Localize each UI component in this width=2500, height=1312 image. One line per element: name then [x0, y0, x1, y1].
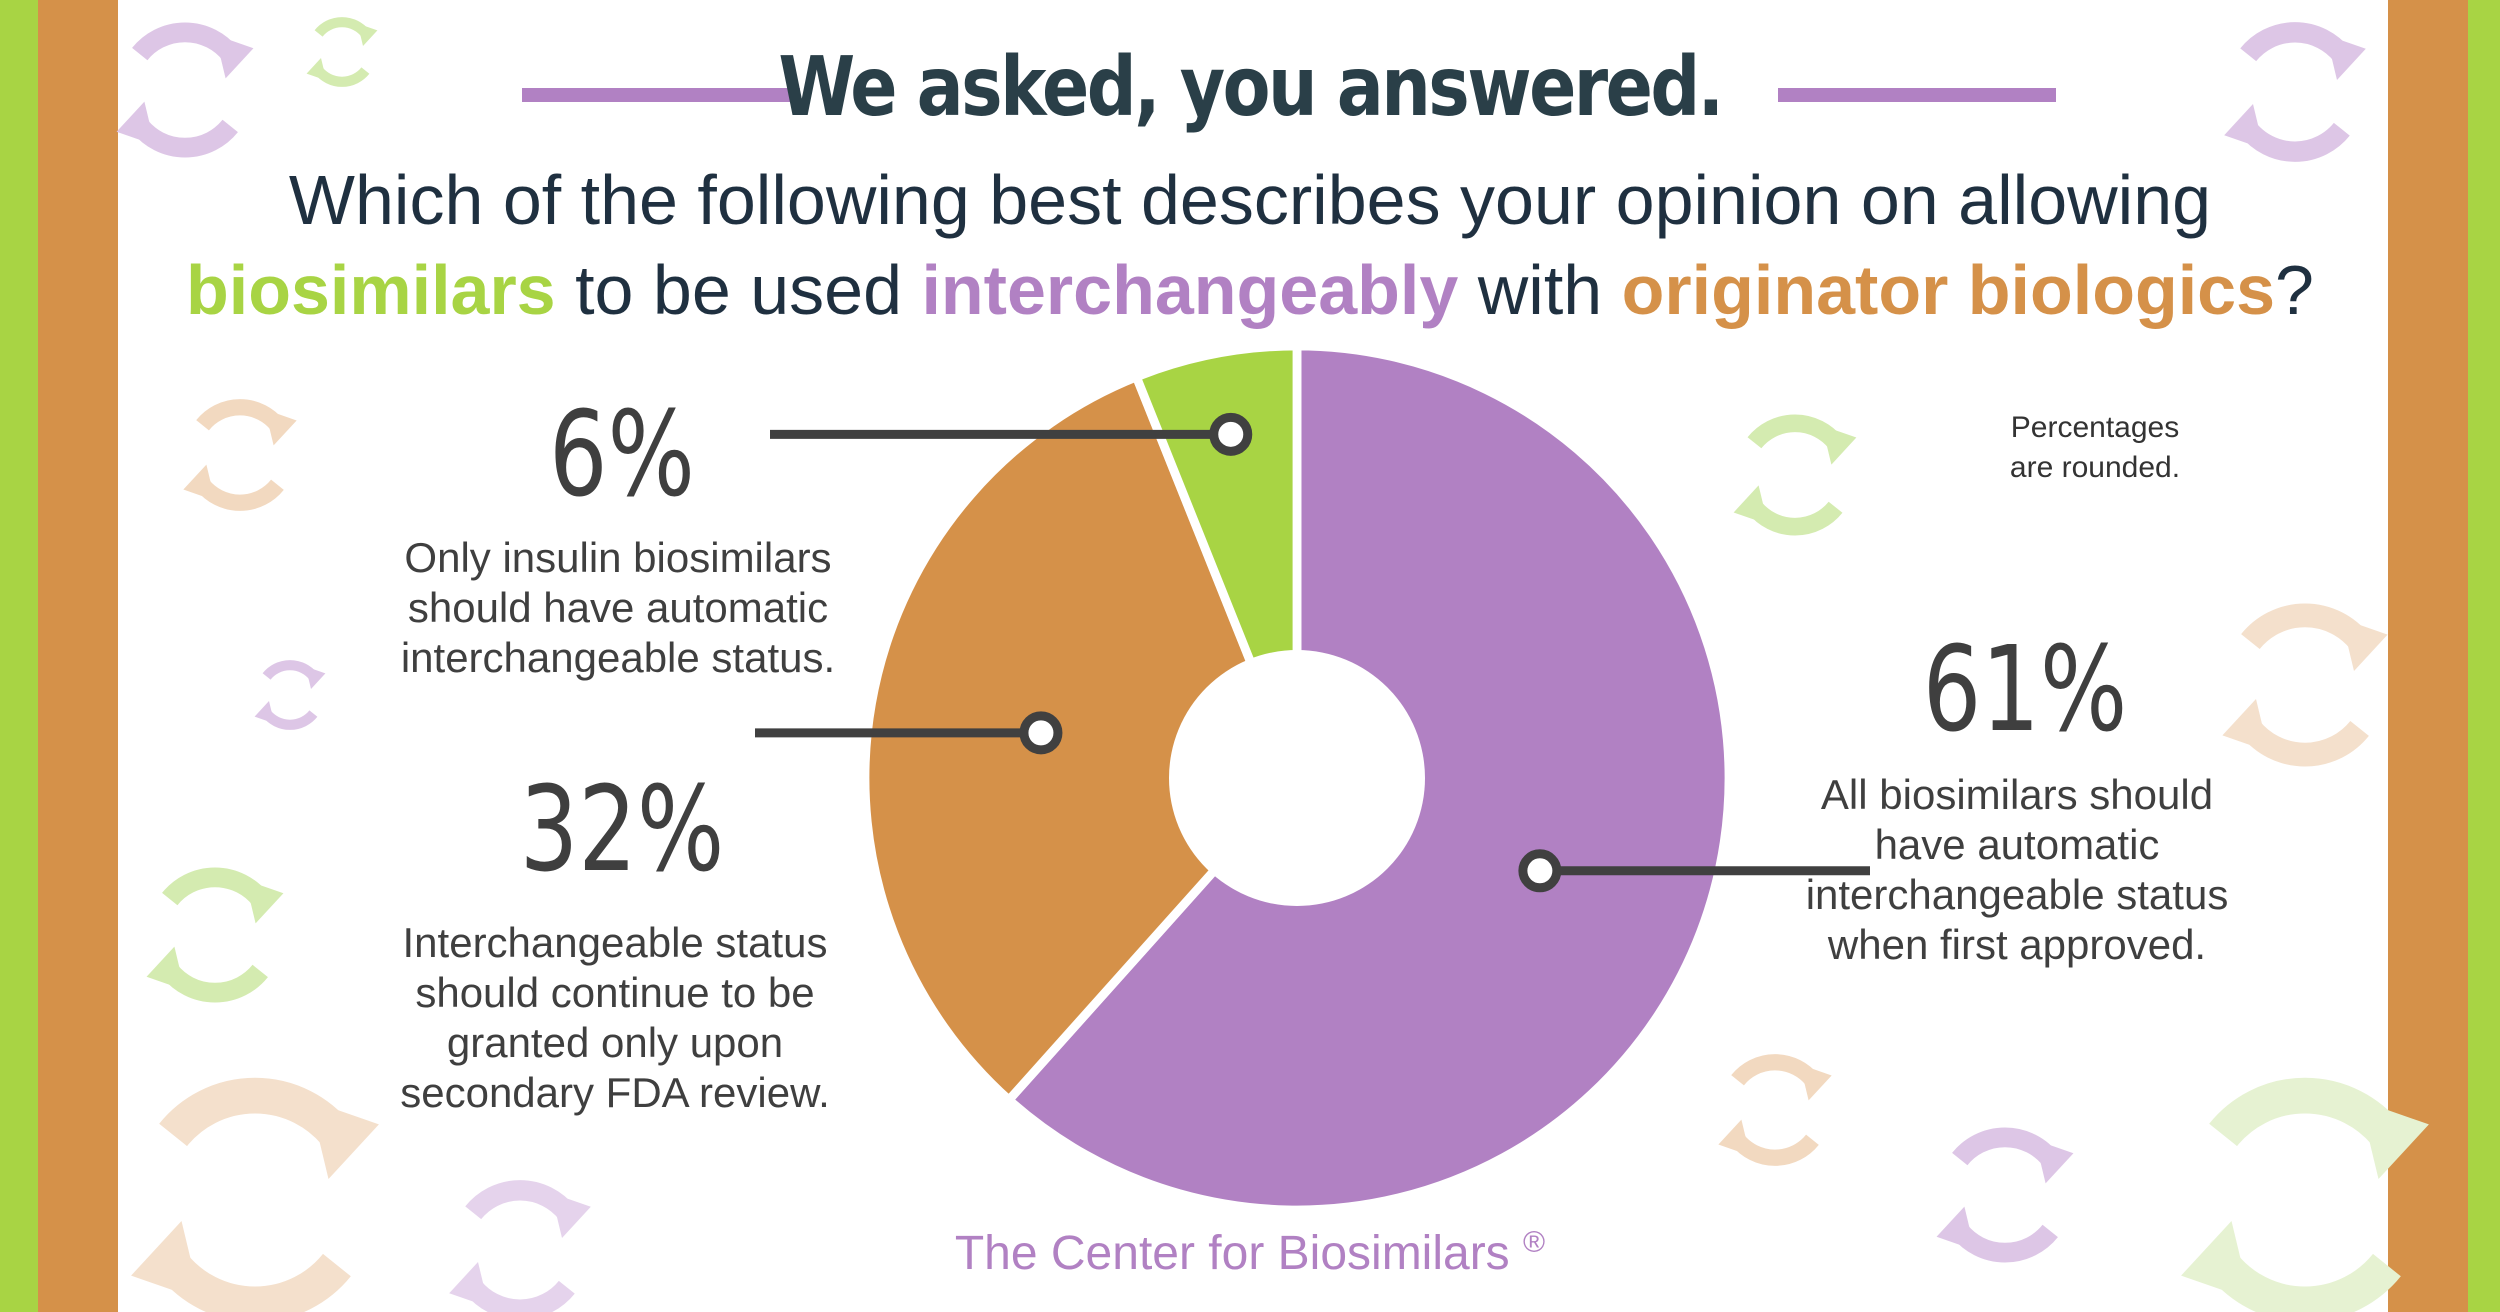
keyword-biosimilars: biosimilars: [186, 251, 556, 329]
description-secondary-review: Interchangeable status should continue t…: [355, 918, 875, 1118]
description-all-biosimilars: All biosimilars should have automatic in…: [1757, 770, 2277, 970]
description-line: secondary FDA review.: [400, 1069, 830, 1116]
keyword-originator-biologics: originator biologics: [1621, 251, 2276, 329]
description-line: granted only upon: [446, 1019, 784, 1066]
description-line: should have automatic: [407, 584, 829, 631]
description-line: interchangeable status: [1805, 871, 2229, 918]
description-line: All biosimilars should: [1820, 771, 2214, 818]
question-line-1: Which of the following best describes yo…: [288, 161, 2212, 239]
keyword-interchangeably: interchangeably: [921, 251, 1459, 329]
description-line: Interchangeable status: [402, 919, 828, 966]
left-green-border: [0, 0, 38, 1312]
right-orange-border: [2388, 0, 2468, 1312]
footer-brand: The Center for Biosimilars ®: [0, 1226, 2500, 1281]
registered-mark: ®: [1523, 1226, 1546, 1259]
right-green-border: [2468, 0, 2500, 1312]
page-title: We asked, you answered.: [778, 40, 1724, 135]
value-label-61: 61%: [1922, 620, 2128, 758]
title-rule-right: [1778, 88, 2056, 102]
title-rule-left: [522, 88, 800, 102]
rounding-note: Percentages are rounded.: [1950, 408, 2240, 488]
donut-hole: [1169, 650, 1425, 906]
question-text: with: [1458, 251, 1622, 329]
leader-line-6-marker: [1209, 412, 1253, 456]
description-line: Only insulin biosimilars: [404, 534, 832, 581]
question-mark: ?: [2275, 251, 2314, 329]
description-line: have automatic: [1874, 821, 2160, 868]
description-insulin: Only insulin biosimilars should have aut…: [358, 533, 878, 683]
brand-name: The Center for Biosimilars: [954, 1227, 1510, 1280]
description-line: when first approved.: [1827, 921, 2207, 968]
description-line: should continue to be: [415, 969, 815, 1016]
leader-line-32-marker: [1019, 711, 1063, 755]
left-orange-border: [38, 0, 118, 1312]
note-line: Percentages: [2010, 411, 2180, 444]
leader-line-61-marker: [1518, 849, 1562, 893]
question-line-2: biosimilars to be used interchangeably w…: [0, 245, 2500, 335]
value-label-6: 6%: [548, 385, 696, 523]
description-line: interchangeable status.: [400, 634, 836, 681]
note-line: are rounded.: [2009, 451, 2181, 484]
question-text: to be used: [555, 251, 922, 329]
value-label-32: 32%: [519, 760, 725, 898]
